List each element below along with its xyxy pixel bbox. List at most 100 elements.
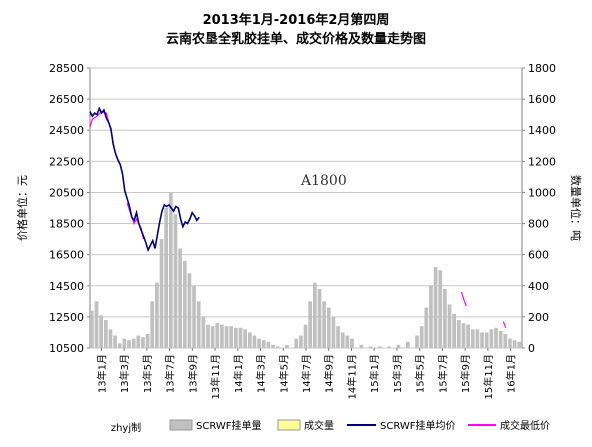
volume-bar [275, 346, 280, 348]
x-tick-label: 14年3月 [255, 354, 268, 393]
volume-bar [443, 288, 447, 348]
volume-bar [405, 341, 410, 348]
volume-bar [461, 323, 466, 348]
volume-bar [261, 340, 266, 348]
volume-bar [396, 344, 401, 348]
volume-bar [247, 332, 252, 348]
x-tick-label: 13年1月 [95, 354, 108, 393]
y2-tick-label: 1000 [528, 186, 556, 199]
volume-bar [517, 341, 522, 348]
volume-bar [229, 326, 234, 348]
volume-bar [145, 334, 150, 348]
volume-bar [378, 346, 382, 348]
volume-bar [127, 340, 131, 348]
volume-bar [387, 346, 392, 348]
y-tick-label: 24500 [49, 124, 84, 137]
x-tick-label: 14年1月 [232, 354, 245, 393]
y-tick-label: 16500 [49, 249, 84, 262]
x-tick-label: 15年5月 [414, 354, 427, 393]
x-tick-label: 13年5月 [141, 354, 154, 393]
y-tick-label: 22500 [49, 155, 84, 168]
x-tick-label: 13年7月 [164, 354, 177, 393]
volume-bar [150, 301, 155, 348]
chart-title: 2013年1月-2016年2月第四周 [203, 12, 390, 28]
volume-bar [294, 338, 299, 348]
annotation-label: A1800 [300, 173, 347, 189]
volume-bar [252, 335, 257, 348]
volume-bar [99, 315, 104, 348]
volume-bar [164, 208, 169, 348]
x-axis: 13年1月 13年3月 13年5月 13年7月 13年9月 13年11月 14年1月 14年3… [95, 348, 518, 399]
x-tick-label: 14年11月 [345, 354, 358, 399]
x-tick-label: 16年1月 [505, 354, 518, 393]
x-tick-label: 15年7月 [436, 354, 449, 393]
volume-bar [512, 340, 517, 348]
volume-bar [326, 307, 331, 348]
volume-bar [155, 282, 159, 348]
volume-bar [117, 343, 122, 348]
y2-tick-label: 1800 [528, 62, 556, 75]
left-y-axis: 28500 26500 24500 22500 20500 18500 16500 14500… [49, 62, 90, 355]
volume-bar [350, 338, 354, 348]
chart-subtitle: 云南农垦全乳胶挂单、成交价格及数量走势图 [166, 31, 426, 47]
y-axis-label: 价格单位：元 [15, 175, 29, 241]
volume-bar [317, 288, 322, 348]
x-tick-label: 14年7月 [300, 354, 313, 393]
avg-price-line [89, 106, 200, 253]
volume-bar [187, 273, 192, 348]
y-tick-label: 26500 [49, 93, 84, 106]
volume-bar [470, 329, 475, 348]
volume-bar [131, 338, 136, 348]
volume-bar [141, 337, 145, 348]
y-tick-label: 12500 [49, 311, 84, 324]
legend-label-traded: 成交量 [304, 419, 334, 432]
volume-bar [266, 341, 271, 348]
x-tick-label: 15年3月 [391, 354, 404, 393]
x-tick-label: 14年9月 [323, 354, 336, 393]
y2-axis-label: 数量单位：吨 [569, 175, 583, 241]
volume-bar [456, 320, 461, 348]
low-price-line-segment [502, 321, 507, 329]
legend-label-avg: SCRWF挂单均价 [380, 419, 456, 432]
volume-bar [243, 329, 248, 348]
volume-bar [224, 326, 229, 348]
volume-bar [340, 332, 345, 348]
y-tick-label: 10500 [49, 342, 84, 355]
y2-tick-label: 1400 [528, 124, 556, 137]
volume-bar [312, 282, 317, 348]
y-tick-label: 18500 [49, 218, 84, 231]
volume-bar [299, 335, 303, 348]
volume-bar [196, 301, 201, 348]
low-price-line-segment [461, 291, 467, 307]
legend-swatch-traded [277, 419, 301, 431]
volume-bar [368, 346, 373, 348]
volume-bar [489, 329, 494, 348]
volume-bar [192, 285, 196, 348]
legend-label-low: 成交最低价 [500, 419, 550, 432]
y2-tick-label: 1600 [528, 93, 556, 106]
volume-bar [173, 214, 178, 348]
volume-bar [359, 344, 364, 348]
volume-bar [419, 326, 424, 348]
volume-bar [424, 307, 429, 348]
x-tick-label: 13年9月 [186, 354, 199, 393]
volume-bar [484, 332, 489, 348]
volume-bar [206, 324, 210, 348]
volume-bars [90, 192, 522, 348]
volume-bar [201, 316, 206, 348]
volume-bar [210, 326, 215, 348]
credit-label: zhyj制 [111, 421, 141, 434]
volume-bar [103, 320, 108, 348]
volume-bar [238, 327, 243, 348]
volume-bar [466, 324, 470, 348]
volume-bar [122, 338, 127, 348]
legend-label-volume: SCRWF挂单量 [196, 419, 262, 432]
volume-bar [136, 335, 141, 348]
volume-bar [215, 323, 220, 348]
volume-bar [322, 301, 326, 348]
volume-bar [285, 344, 289, 348]
volume-bar [220, 324, 224, 348]
legend: zhyj制 SCRWF挂单量 成交量 SCRWF挂单均价 成交最低价 [111, 419, 550, 434]
volume-bar [498, 330, 503, 348]
